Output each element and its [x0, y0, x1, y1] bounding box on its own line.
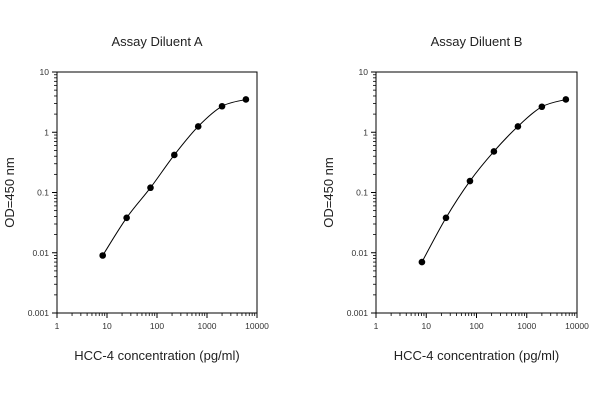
- data-point: [466, 177, 474, 185]
- data-point: [442, 214, 450, 222]
- plot-frame: [56, 71, 258, 314]
- x-tick-label: 1: [55, 321, 60, 331]
- y-axis-label: OD=450 nm: [321, 157, 336, 227]
- y-tick-label: 0.1: [356, 188, 368, 198]
- y-tick-label: 10: [40, 67, 50, 77]
- y-tick-label: 0.001: [28, 308, 50, 318]
- x-tick-label: 10: [102, 321, 112, 331]
- series-line: [102, 98, 247, 256]
- data-point: [123, 214, 130, 222]
- y-tick-label: 0.1: [37, 188, 49, 198]
- data-point: [147, 184, 154, 192]
- y-tick-label: 1: [363, 127, 368, 137]
- chart-panel-b: Assay Diluent B 1 10 100 1000 10000 0.001 0.01 0…: [321, 34, 589, 363]
- x-tick-label: 10000: [565, 321, 589, 331]
- data-point: [490, 148, 498, 155]
- data-point: [242, 96, 250, 103]
- plot-frame: [375, 71, 578, 314]
- y-tick-label: 10: [359, 67, 369, 77]
- y-tick-label: 1: [44, 127, 49, 137]
- y-tick-label: 0.01: [351, 248, 368, 258]
- data-point: [99, 252, 106, 259]
- chart-title: Assay Diluent B: [431, 34, 523, 49]
- data-point: [418, 258, 426, 266]
- data-point: [514, 123, 522, 130]
- x-tick-label: 1000: [198, 321, 217, 331]
- x-tick-label: 10000: [245, 321, 269, 331]
- x-tick-label: 1000: [517, 321, 536, 331]
- x-tick-label: 100: [469, 321, 483, 331]
- x-tick-label: 1: [374, 321, 379, 331]
- x-axis-label: HCC-4 concentration (pg/ml): [394, 348, 559, 363]
- y-tick-label: 0.001: [347, 308, 369, 318]
- data-point: [538, 103, 546, 111]
- x-tick-label: 100: [150, 321, 164, 331]
- data-point: [218, 102, 226, 110]
- chart-title: Assay Diluent A: [111, 34, 202, 49]
- data-point: [562, 96, 570, 103]
- y-tick-label: 0.01: [32, 248, 49, 258]
- y-axis-label: OD=450 nm: [2, 157, 17, 227]
- chart-panel-a: Assay Diluent A 1 10 100 1000 10000 0.001 0.01 0…: [2, 34, 269, 363]
- x-tick-label: 10: [422, 321, 432, 331]
- series-line: [421, 98, 566, 263]
- data-point: [171, 151, 178, 159]
- x-axis-label: HCC-4 concentration (pg/ml): [74, 348, 239, 363]
- data-point: [194, 123, 202, 130]
